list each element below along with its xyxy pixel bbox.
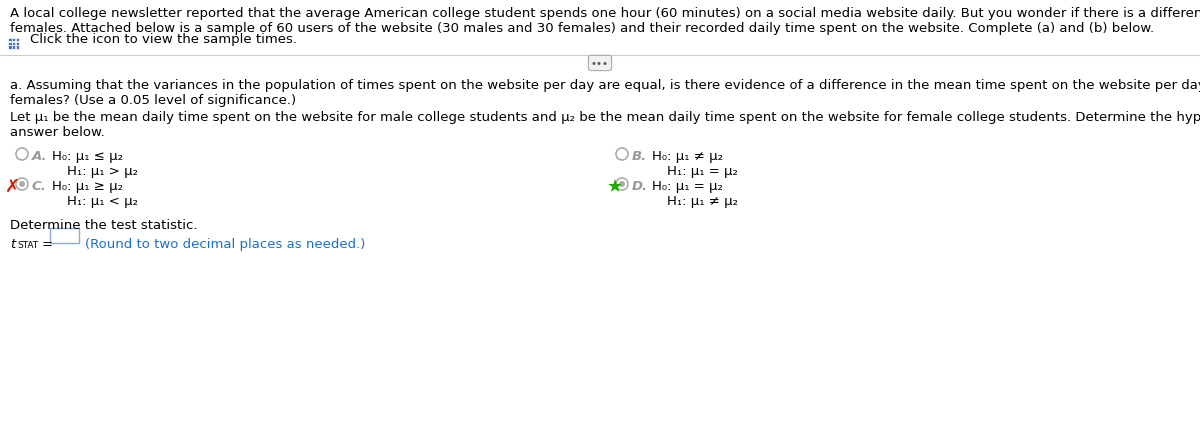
Text: females? (Use a 0.05 level of significance.): females? (Use a 0.05 level of significan… — [10, 94, 296, 107]
Text: H₁: μ₁ = μ₂: H₁: μ₁ = μ₂ — [667, 164, 738, 178]
Text: H₀: μ₁ = μ₂: H₀: μ₁ = μ₂ — [652, 180, 722, 193]
Text: A.: A. — [32, 150, 48, 163]
Text: H₁: μ₁ < μ₂: H₁: μ₁ < μ₂ — [67, 195, 138, 207]
Text: A local college newsletter reported that the average American college student sp: A local college newsletter reported that… — [10, 7, 1200, 20]
Text: Let μ₁ be the mean daily time spent on the website for male college students and: Let μ₁ be the mean daily time spent on t… — [10, 111, 1200, 124]
Text: answer below.: answer below. — [10, 126, 104, 139]
FancyBboxPatch shape — [8, 43, 12, 46]
Text: =: = — [42, 237, 53, 250]
Text: STAT: STAT — [17, 240, 38, 249]
Text: •••: ••• — [592, 59, 610, 69]
FancyBboxPatch shape — [16, 43, 19, 46]
Text: H₁: μ₁ ≠ μ₂: H₁: μ₁ ≠ μ₂ — [667, 195, 738, 207]
FancyBboxPatch shape — [8, 39, 12, 42]
Text: Determine the test statistic.: Determine the test statistic. — [10, 219, 198, 231]
Text: females. Attached below is a sample of 60 users of the website (30 males and 30 : females. Attached below is a sample of 6… — [10, 22, 1154, 35]
Text: a. Assuming that the variances in the population of times spent on the website p: a. Assuming that the variances in the po… — [10, 79, 1200, 92]
FancyBboxPatch shape — [49, 228, 78, 243]
Text: ★: ★ — [607, 178, 623, 196]
FancyBboxPatch shape — [16, 39, 19, 42]
Text: B.: B. — [632, 150, 647, 163]
Text: (Round to two decimal places as needed.): (Round to two decimal places as needed.) — [85, 237, 365, 250]
FancyBboxPatch shape — [16, 46, 19, 50]
Text: ✗: ✗ — [5, 178, 20, 196]
FancyBboxPatch shape — [8, 46, 12, 50]
Circle shape — [619, 181, 625, 187]
Text: D.: D. — [632, 180, 648, 193]
Text: Click the icon to view the sample times.: Click the icon to view the sample times. — [30, 32, 298, 46]
FancyBboxPatch shape — [12, 39, 16, 42]
Text: H₀: μ₁ ≤ μ₂: H₀: μ₁ ≤ μ₂ — [52, 150, 124, 163]
FancyBboxPatch shape — [12, 43, 16, 46]
Text: H₀: μ₁ ≥ μ₂: H₀: μ₁ ≥ μ₂ — [52, 180, 124, 193]
Text: H₀: μ₁ ≠ μ₂: H₀: μ₁ ≠ μ₂ — [652, 150, 722, 163]
FancyBboxPatch shape — [12, 46, 16, 50]
Text: t: t — [10, 237, 16, 250]
Text: H₁: μ₁ > μ₂: H₁: μ₁ > μ₂ — [67, 164, 138, 178]
Circle shape — [19, 181, 25, 187]
Text: C.: C. — [32, 180, 47, 193]
